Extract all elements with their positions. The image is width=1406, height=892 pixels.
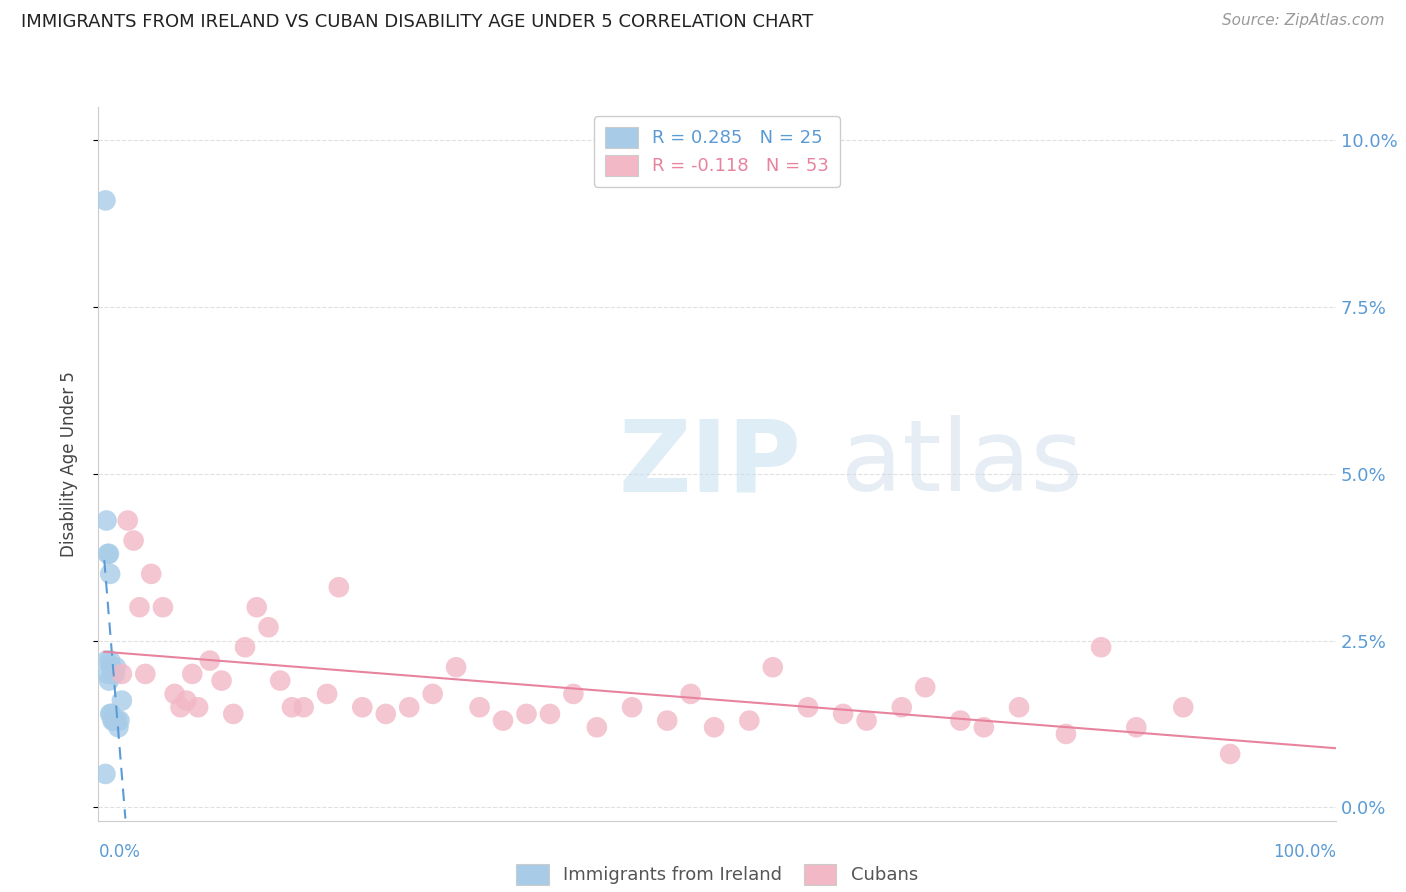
Point xyxy=(398,700,420,714)
Point xyxy=(292,700,315,714)
Point xyxy=(657,714,679,728)
Point xyxy=(515,706,537,721)
Point xyxy=(246,600,269,615)
Point xyxy=(222,706,245,721)
Point xyxy=(105,714,128,728)
Point xyxy=(211,673,233,688)
Point xyxy=(104,714,127,728)
Point xyxy=(104,667,127,681)
Point xyxy=(762,660,785,674)
Point xyxy=(134,667,156,681)
Point xyxy=(352,700,374,714)
Legend: Immigrants from Ireland, Cubans: Immigrants from Ireland, Cubans xyxy=(508,855,927,892)
Point xyxy=(538,706,561,721)
Point xyxy=(269,673,291,688)
Point xyxy=(1008,700,1031,714)
Point xyxy=(198,654,221,668)
Point xyxy=(1219,747,1241,761)
Point xyxy=(176,693,198,707)
Point xyxy=(107,720,129,734)
Point xyxy=(281,700,304,714)
Point xyxy=(562,687,585,701)
Point xyxy=(96,654,118,668)
Point xyxy=(163,687,186,701)
Point xyxy=(111,667,134,681)
Point xyxy=(108,714,131,728)
Point xyxy=(169,700,191,714)
Point xyxy=(468,700,491,714)
Point xyxy=(738,714,761,728)
Point xyxy=(257,620,280,634)
Point xyxy=(1125,720,1147,734)
Point xyxy=(117,514,139,528)
Point xyxy=(98,654,121,668)
Point xyxy=(1173,700,1195,714)
Point xyxy=(103,714,125,728)
Point xyxy=(105,714,128,728)
Point xyxy=(855,714,877,728)
Point xyxy=(100,706,122,721)
Point xyxy=(973,720,995,734)
Point xyxy=(98,706,121,721)
Point xyxy=(98,673,121,688)
Point xyxy=(422,687,444,701)
Point xyxy=(128,600,150,615)
Point xyxy=(97,547,120,561)
Point xyxy=(94,767,117,781)
Y-axis label: Disability Age Under 5: Disability Age Under 5 xyxy=(59,371,77,557)
Point xyxy=(586,720,609,734)
Point xyxy=(233,640,256,655)
Point xyxy=(328,580,350,594)
Point xyxy=(97,667,120,681)
Point xyxy=(914,680,936,694)
Point xyxy=(949,714,972,728)
Text: 100.0%: 100.0% xyxy=(1272,843,1336,861)
Text: 0.0%: 0.0% xyxy=(98,843,141,861)
Point xyxy=(181,667,204,681)
Point xyxy=(103,667,125,681)
Point xyxy=(187,700,209,714)
Point xyxy=(444,660,467,674)
Point xyxy=(621,700,644,714)
Text: ZIP: ZIP xyxy=(619,416,801,512)
Point xyxy=(152,600,174,615)
Point xyxy=(832,706,855,721)
Point xyxy=(122,533,145,548)
Point xyxy=(111,693,134,707)
Point xyxy=(703,720,725,734)
Point xyxy=(374,706,396,721)
Point xyxy=(1090,640,1112,655)
Point xyxy=(797,700,820,714)
Point xyxy=(94,194,117,208)
Point xyxy=(101,667,124,681)
Point xyxy=(316,687,339,701)
Point xyxy=(679,687,702,701)
Point xyxy=(98,547,121,561)
Text: IMMIGRANTS FROM IRELAND VS CUBAN DISABILITY AGE UNDER 5 CORRELATION CHART: IMMIGRANTS FROM IRELAND VS CUBAN DISABIL… xyxy=(21,13,813,31)
Point xyxy=(100,660,122,674)
Point xyxy=(105,660,128,674)
Point xyxy=(890,700,912,714)
Text: Source: ZipAtlas.com: Source: ZipAtlas.com xyxy=(1222,13,1385,29)
Point xyxy=(492,714,515,728)
Point xyxy=(1054,727,1077,741)
Point xyxy=(96,514,118,528)
Point xyxy=(101,714,124,728)
Point xyxy=(141,566,163,581)
Point xyxy=(98,566,121,581)
Text: atlas: atlas xyxy=(841,416,1083,512)
